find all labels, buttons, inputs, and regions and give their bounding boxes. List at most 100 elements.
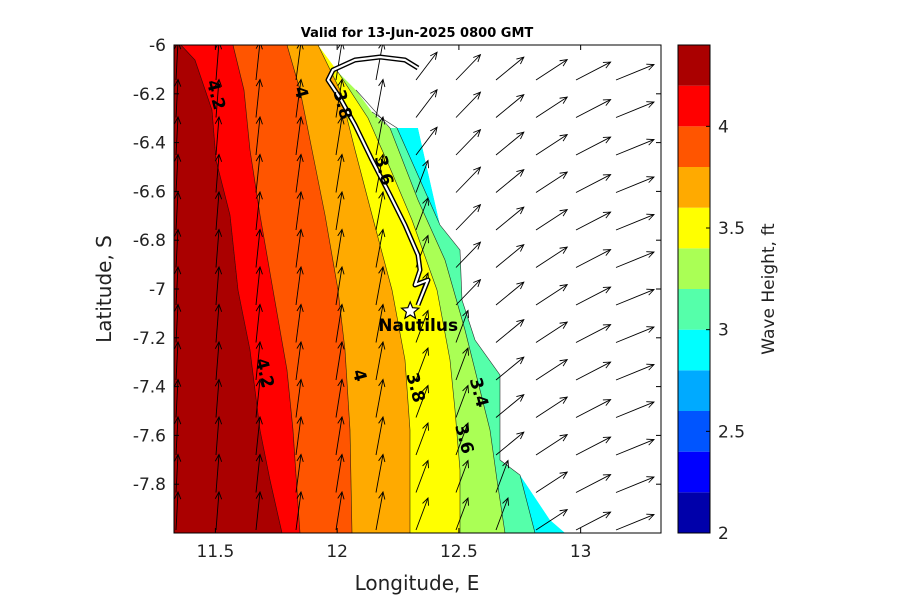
wave-arrow (335, 191, 343, 231)
wave-arrow (295, 491, 302, 531)
y-tick-label: -6 (149, 36, 166, 56)
wave-arrow-head (255, 265, 263, 275)
wave-arrow-head (337, 45, 345, 50)
wave-arrow-head (559, 321, 569, 329)
wave-arrow-head (255, 115, 263, 125)
wave-arrow-head (473, 128, 482, 138)
wave-arrow (615, 326, 655, 343)
wave-arrow-head (337, 78, 345, 88)
wave-arrow (575, 211, 611, 231)
colorbar-segment (678, 167, 710, 208)
wave-arrow (295, 379, 302, 418)
wave-arrow-head (255, 228, 263, 237)
wave-arrow-head (473, 166, 482, 175)
wave-arrow (335, 379, 343, 418)
wave-arrow-head (602, 249, 612, 256)
wave-arrow (495, 497, 509, 531)
wave-arrow-head (646, 101, 655, 108)
wave-arrow-head (214, 115, 223, 125)
wave-arrow-head (337, 415, 345, 425)
wave-arrow (495, 206, 525, 231)
wave-arrow (615, 476, 655, 493)
contour-label: 4 (348, 367, 370, 384)
wave-arrow-head (462, 421, 469, 431)
wave-arrow (535, 134, 568, 156)
wave-arrow-head (646, 326, 655, 333)
wave-arrow (255, 191, 261, 231)
band-3.4-3.6 (318, 45, 460, 533)
wave-arrow (215, 154, 220, 193)
wave-arrow-head (296, 340, 304, 350)
wave-arrow-head (646, 363, 655, 371)
wave-arrow-head (214, 45, 223, 50)
wave-arrow-head (174, 190, 182, 200)
wave-arrow (575, 436, 611, 456)
wave-arrow (335, 154, 343, 193)
wave-arrow (375, 491, 384, 531)
wave-arrow-head (255, 190, 263, 200)
wave-arrow-head (559, 396, 569, 404)
wave-arrow-head (378, 45, 386, 50)
wave-arrow-head (337, 378, 345, 388)
wave-arrow (295, 116, 302, 156)
wave-arrow-head (174, 415, 182, 425)
wave-arrow (255, 416, 261, 456)
wave-arrow-head (378, 303, 386, 313)
wave-arrow (375, 454, 384, 493)
band-4.2-4.4 (174, 45, 282, 533)
wave-arrow-head (559, 434, 569, 442)
wave-arrow (175, 416, 179, 456)
wave-arrow (535, 434, 568, 456)
wave-arrow-head (255, 153, 263, 162)
wave-arrow-head (602, 399, 612, 406)
y-tick-label: -7.6 (133, 426, 166, 446)
colorbar-segment (678, 329, 710, 371)
wave-arrow (255, 454, 261, 493)
wave-arrow-head (462, 496, 469, 506)
y-tick-label: -7.8 (133, 475, 166, 495)
y-tick-label: -7.4 (133, 378, 166, 398)
wave-arrow (615, 251, 655, 268)
wave-arrow-head (422, 346, 429, 356)
wave-arrow-head (255, 78, 263, 87)
contour-lines (180, 45, 536, 533)
wave-arrow (495, 56, 525, 81)
wave-arrow-head (296, 265, 304, 275)
wave-arrow-head (602, 61, 612, 69)
wave-arrow (295, 45, 302, 81)
wave-arrow-head (646, 213, 655, 221)
wave-arrow-head (214, 190, 223, 200)
wave-arrow-head (646, 438, 655, 446)
contour-line (232, 45, 301, 533)
wave-arrow (215, 116, 220, 156)
wave-arrow (375, 45, 383, 81)
wave-arrow-head (337, 265, 345, 275)
wave-arrow (575, 136, 611, 156)
wave-arrow (175, 79, 179, 118)
wave-arrow (575, 399, 611, 418)
wave-arrow-head (296, 190, 304, 200)
wave-arrow-head (255, 303, 263, 312)
contour-line (286, 45, 353, 533)
wave-arrow-head (502, 496, 509, 506)
wave-arrow-head (296, 378, 304, 387)
wave-arrow-head (559, 359, 569, 367)
band-4.0-4.2 (181, 45, 300, 533)
wave-arrow-head (422, 421, 429, 431)
wave-arrow (455, 166, 481, 193)
x-tick-label: 11.5 (196, 542, 234, 562)
wave-arrow (375, 191, 384, 231)
wave-arrow (495, 169, 525, 193)
wave-arrow-head (378, 265, 386, 275)
wave-arrow (615, 364, 655, 381)
wave-arrow (535, 209, 568, 231)
wave-arrow (335, 229, 343, 268)
wave-arrow (335, 266, 343, 306)
wave-arrow (375, 379, 384, 418)
wave-arrow (575, 99, 611, 118)
wave-arrow-head (516, 206, 525, 215)
wave-arrow-head (337, 153, 345, 163)
wave-arrow-head (646, 476, 655, 483)
y-axis-ticks: -6 -6.2 -6.4 -6.6 -6.8 -7 -7.2 -7.4 -7.6 -7.8 (133, 36, 661, 495)
contour-label: 4 (289, 84, 311, 101)
